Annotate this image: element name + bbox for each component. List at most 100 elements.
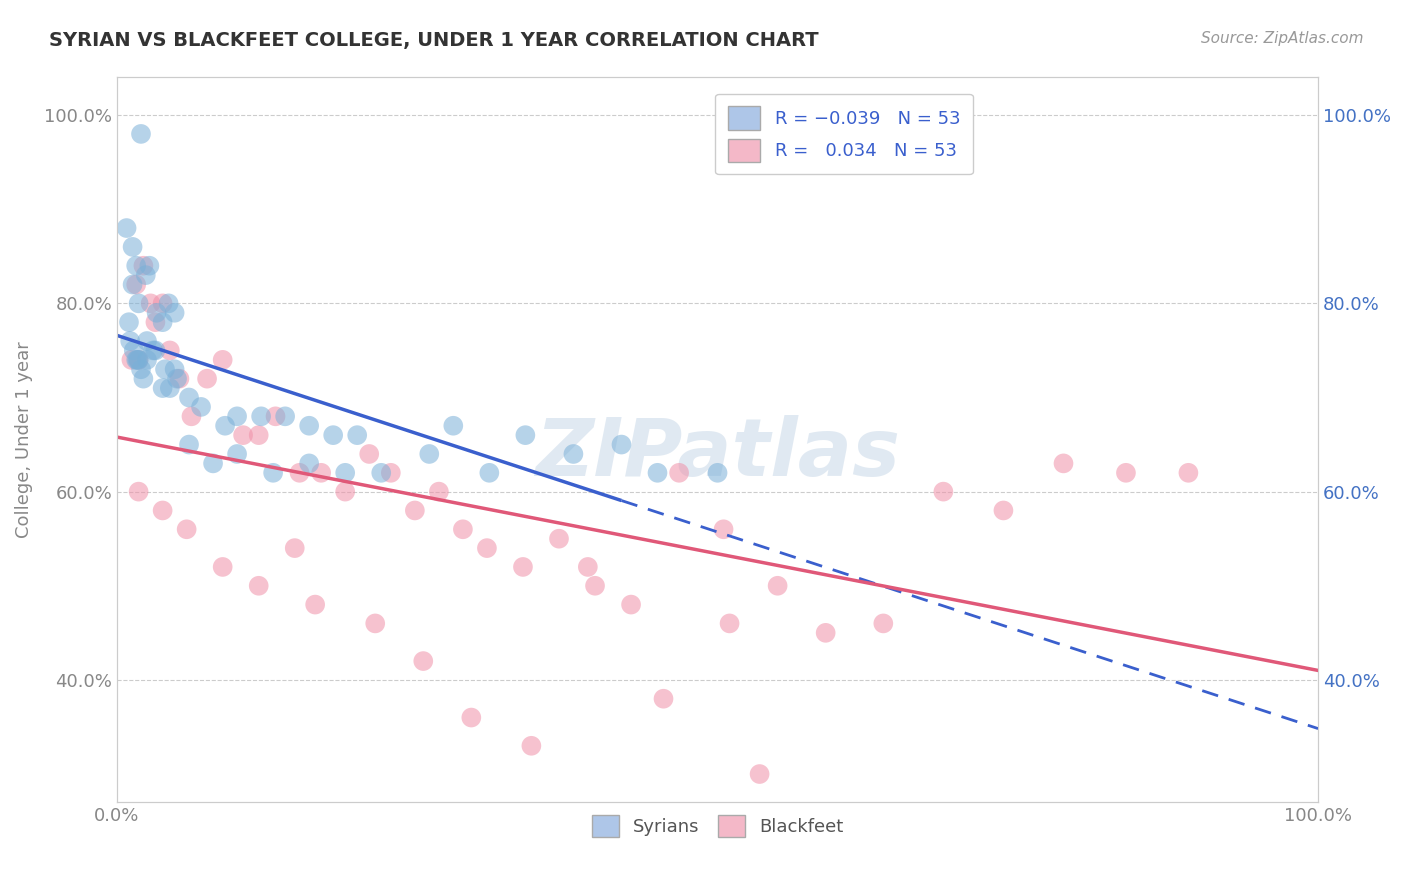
- Point: [132, 259, 155, 273]
- Point: [159, 343, 181, 358]
- Point: [202, 456, 225, 470]
- Point: [706, 466, 728, 480]
- Point: [132, 372, 155, 386]
- Point: [562, 447, 585, 461]
- Point: [136, 352, 159, 367]
- Point: [163, 306, 186, 320]
- Point: [139, 296, 162, 310]
- Point: [298, 418, 321, 433]
- Point: [748, 767, 770, 781]
- Point: [125, 352, 148, 367]
- Point: [548, 532, 571, 546]
- Point: [335, 484, 357, 499]
- Point: [115, 221, 138, 235]
- Y-axis label: College, Under 1 year: College, Under 1 year: [15, 342, 32, 538]
- Point: [583, 579, 606, 593]
- Point: [418, 447, 440, 461]
- Point: [118, 315, 141, 329]
- Point: [128, 296, 150, 310]
- Point: [309, 466, 332, 480]
- Point: [713, 522, 735, 536]
- Point: [288, 466, 311, 480]
- Point: [157, 296, 180, 310]
- Point: [250, 409, 273, 424]
- Point: [814, 625, 837, 640]
- Point: [520, 739, 543, 753]
- Point: [120, 334, 142, 348]
- Point: [652, 691, 675, 706]
- Point: [135, 268, 157, 282]
- Point: [380, 466, 402, 480]
- Point: [284, 541, 307, 555]
- Point: [145, 343, 167, 358]
- Point: [262, 466, 284, 480]
- Point: [226, 447, 249, 461]
- Point: [128, 484, 150, 499]
- Point: [620, 598, 643, 612]
- Point: [177, 391, 200, 405]
- Text: ZIPatlas: ZIPatlas: [536, 416, 900, 493]
- Point: [145, 315, 167, 329]
- Point: [142, 343, 165, 358]
- Point: [515, 428, 537, 442]
- Point: [335, 466, 357, 480]
- Point: [152, 296, 174, 310]
- Point: [370, 466, 392, 480]
- Point: [993, 503, 1015, 517]
- Point: [232, 428, 254, 442]
- Point: [121, 277, 143, 292]
- Point: [128, 352, 150, 367]
- Point: [427, 484, 450, 499]
- Point: [145, 306, 167, 320]
- Point: [163, 362, 186, 376]
- Point: [195, 372, 218, 386]
- Point: [404, 503, 426, 517]
- Point: [872, 616, 894, 631]
- Point: [460, 710, 482, 724]
- Point: [304, 598, 326, 612]
- Point: [298, 456, 321, 470]
- Point: [176, 522, 198, 536]
- Text: Source: ZipAtlas.com: Source: ZipAtlas.com: [1201, 31, 1364, 46]
- Point: [412, 654, 434, 668]
- Point: [451, 522, 474, 536]
- Point: [138, 259, 160, 273]
- Point: [610, 437, 633, 451]
- Point: [274, 409, 297, 424]
- Point: [247, 579, 270, 593]
- Point: [129, 127, 152, 141]
- Point: [1177, 466, 1199, 480]
- Point: [177, 437, 200, 451]
- Point: [346, 428, 368, 442]
- Point: [214, 418, 236, 433]
- Point: [441, 418, 464, 433]
- Point: [264, 409, 287, 424]
- Point: [475, 541, 498, 555]
- Text: SYRIAN VS BLACKFEET COLLEGE, UNDER 1 YEAR CORRELATION CHART: SYRIAN VS BLACKFEET COLLEGE, UNDER 1 YEA…: [49, 31, 818, 50]
- Point: [647, 466, 669, 480]
- Point: [127, 352, 149, 367]
- Point: [1052, 456, 1074, 470]
- Point: [125, 259, 148, 273]
- Point: [478, 466, 501, 480]
- Point: [152, 315, 174, 329]
- Point: [1115, 466, 1137, 480]
- Point: [159, 381, 181, 395]
- Point: [120, 352, 142, 367]
- Point: [153, 362, 176, 376]
- Point: [152, 503, 174, 517]
- Point: [668, 466, 690, 480]
- Point: [322, 428, 344, 442]
- Point: [359, 447, 381, 461]
- Point: [152, 381, 174, 395]
- Point: [211, 560, 233, 574]
- Point: [122, 343, 145, 358]
- Point: [211, 352, 233, 367]
- Point: [136, 334, 159, 348]
- Point: [190, 400, 212, 414]
- Point: [180, 409, 202, 424]
- Point: [576, 560, 599, 574]
- Legend: Syrians, Blackfeet: Syrians, Blackfeet: [585, 807, 851, 844]
- Point: [125, 277, 148, 292]
- Point: [121, 240, 143, 254]
